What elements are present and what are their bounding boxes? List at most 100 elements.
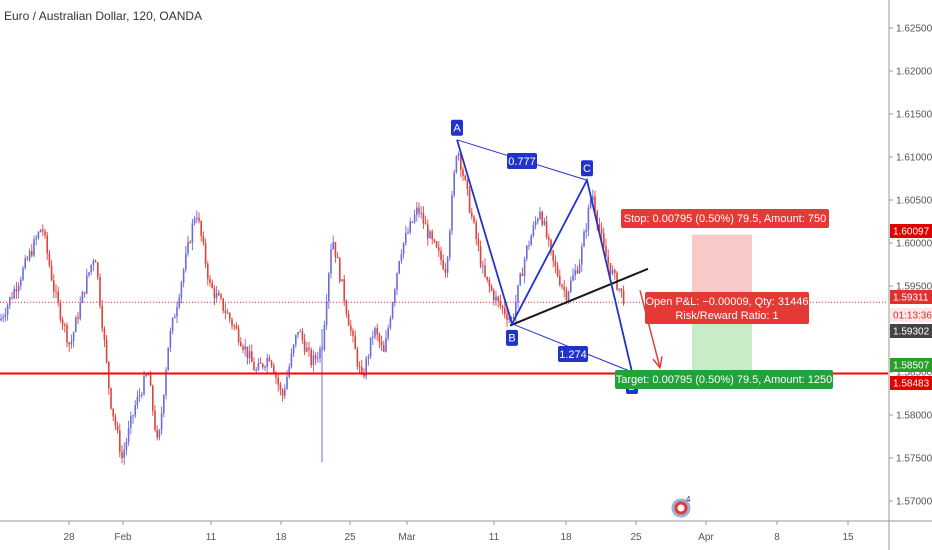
candle-body (572, 275, 574, 281)
candle-body (200, 221, 202, 237)
candle-body (218, 293, 220, 296)
candle-body (75, 317, 77, 333)
candle-body (517, 284, 519, 303)
candle-body (563, 286, 565, 290)
candle-body (501, 306, 504, 308)
candle-body (506, 314, 508, 320)
candle-body (497, 296, 499, 301)
candle-body (380, 342, 383, 346)
candle-body (600, 228, 603, 234)
candle-body (224, 310, 227, 313)
candle-body (167, 347, 169, 371)
candle-body (70, 341, 73, 345)
candle-body (301, 331, 304, 340)
pnl-label-text: Risk/Reward Ratio: 1 (675, 310, 778, 322)
candle-body (460, 153, 462, 170)
candle-body (341, 279, 343, 282)
candle-body (147, 374, 150, 376)
candle-body (567, 291, 570, 301)
candle-body (79, 303, 81, 319)
candle-body (158, 430, 161, 438)
candle-body (394, 289, 396, 303)
candle-body (26, 258, 29, 260)
candle-body (319, 348, 321, 358)
pattern-point-c: C (581, 160, 593, 177)
candle-body (288, 366, 290, 377)
candle-body (125, 441, 128, 450)
candle-body (402, 242, 405, 254)
candle-body (468, 189, 471, 213)
candle-body (9, 297, 11, 306)
candle-body (275, 373, 277, 378)
candle-body (299, 331, 301, 333)
candle-body (94, 260, 97, 263)
candle-body (314, 355, 317, 359)
ratio-label-ac: 0.777 (507, 153, 537, 169)
candle-body (180, 282, 183, 298)
candle-body (365, 358, 367, 377)
candle-body (339, 258, 341, 282)
candle-body (515, 302, 517, 318)
candle-body (323, 325, 326, 350)
candle-body (48, 253, 51, 266)
candle-body (209, 279, 211, 283)
candle-body (367, 356, 370, 359)
candle-body (576, 270, 579, 274)
candle-body (64, 324, 66, 326)
candle-body (229, 313, 231, 320)
candle-body (292, 344, 295, 354)
candle-body (207, 263, 209, 280)
candle-body (53, 280, 55, 292)
y-tick-label: 1.61500 (896, 110, 932, 121)
y-tick-label: 1.57500 (896, 454, 932, 465)
candle-body (369, 337, 372, 357)
candle-body (4, 314, 7, 318)
candle-body (554, 260, 557, 267)
candle-body (134, 405, 136, 416)
candle-body (493, 290, 495, 301)
candle-body (508, 318, 510, 320)
candle-body (356, 349, 359, 366)
candle-body (435, 241, 438, 248)
ratio-label-bd-bg (558, 346, 588, 362)
candle-body (526, 245, 528, 259)
candle-body (110, 388, 112, 409)
y-tick-label: 1.62000 (896, 67, 932, 78)
candle-body (495, 296, 497, 301)
candle-body (273, 365, 275, 374)
candle-body (565, 289, 568, 301)
candle-body (391, 302, 394, 319)
candle-body (343, 279, 345, 302)
candle-body (618, 288, 620, 290)
candle-body (409, 221, 411, 233)
candle-body (466, 179, 469, 190)
candle-body (521, 273, 524, 276)
candle-body (215, 293, 218, 299)
candle-body (484, 265, 486, 277)
candle-body (165, 370, 167, 396)
candle-body (389, 318, 392, 329)
candle-body (66, 325, 68, 343)
price-label-text: 1.59302 (893, 327, 930, 338)
pattern-point-a-bg (451, 119, 463, 136)
x-tick-label: Apr (698, 532, 714, 543)
candle-body (523, 258, 526, 276)
candle-body (46, 235, 48, 254)
candle-body (233, 325, 235, 327)
candle-body (15, 289, 18, 292)
candle-body (182, 269, 185, 283)
candle-body (185, 253, 187, 270)
projection-arrow (639, 290, 661, 368)
stop-label-bg (621, 209, 829, 228)
target-label: Target: 0.00795 (0.50%) 79.5, Amount: 12… (615, 370, 833, 389)
candle-body (231, 319, 233, 326)
candle-body (248, 351, 251, 359)
pattern-point-a: A (451, 119, 463, 136)
candle-body (303, 339, 306, 352)
candle-body (105, 339, 108, 362)
candle-body (141, 394, 143, 396)
candle-body (152, 385, 154, 411)
candle-body (317, 357, 319, 359)
